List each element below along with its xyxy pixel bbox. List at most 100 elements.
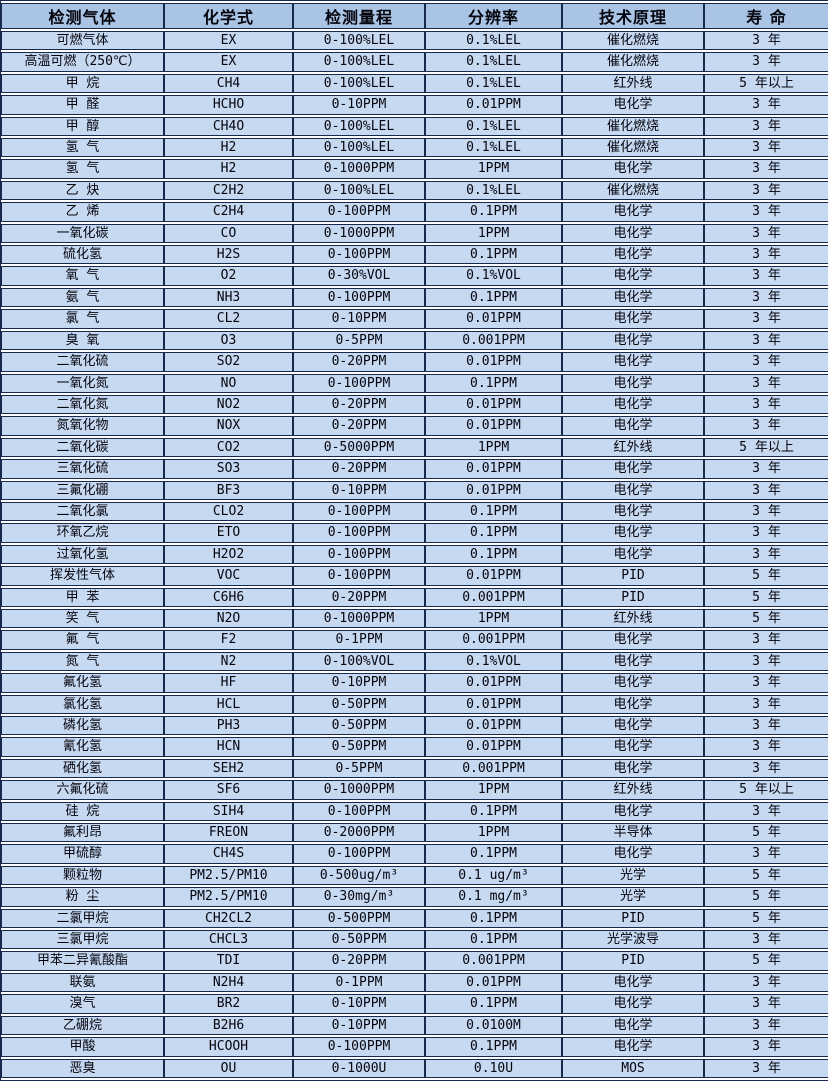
table-row: 甲 烷 CH4 0-100%LEL 0.1%LEL 红外线 5 年以上 [1,73,828,94]
table-row: 氮氧化物 NOX 0-20PPM 0.01PPM 电化学 3 年 [1,416,828,436]
cell-resolution: 0.1PPM [425,994,562,1014]
table-row: 磷化氢 PH3 0-50PPM 0.01PPM 电化学 3 年 [1,716,828,736]
cell-formula: H2 [164,138,293,158]
cell-principle: 红外线 [562,780,704,800]
cell-formula: C6H6 [164,587,293,607]
cell-principle: 光学 [562,887,704,907]
cell-resolution: 0.1%LEL [425,116,562,137]
cell-lifespan: 5 年 [704,951,828,971]
cell-formula: F2 [164,630,293,650]
cell-range: 0-20PPM [293,352,425,372]
cell-formula: SIH4 [164,801,293,822]
cell-lifespan: 3 年 [704,544,828,565]
cell-resolution: 0.01PPM [425,673,562,693]
column-header-principle: 技术原理 [562,3,704,29]
cell-principle: 电化学 [562,673,704,693]
cell-resolution: 0.1%LEL [425,31,562,51]
cell-range: 0-20PPM [293,587,425,607]
table-row: 二氯甲烷 CH2CL2 0-500PPM 0.1PPM PID 5 年 [1,908,828,929]
table-row: 笑 气 N2O 0-1000PPM 1PPM 红外线 5 年 [1,608,828,629]
table-row: 甲 醇 CH4O 0-100%LEL 0.1%LEL 催化燃烧 3 年 [1,116,828,137]
cell-principle: 光学 [562,865,704,886]
cell-principle: 电化学 [562,373,704,393]
cell-formula: CH4S [164,844,293,864]
cell-formula: TDI [164,951,293,971]
cell-lifespan: 5 年 [704,887,828,907]
table-row: 三氯甲烷 CHCL3 0-50PPM 0.1PPM 光学波导 3 年 [1,930,828,950]
cell-gas-name: 三氯甲烷 [1,930,164,950]
cell-formula: PH3 [164,716,293,736]
cell-gas-name: 二氧化硫 [1,352,164,372]
cell-principle: 电化学 [562,309,704,329]
cell-range: 0-500ug/m³ [293,865,425,886]
cell-principle: 催化燃烧 [562,116,704,137]
table-row: 氰化氢 HCN 0-50PPM 0.01PPM 电化学 3 年 [1,737,828,757]
cell-resolution: 0.0100M [425,1015,562,1036]
cell-lifespan: 5 年以上 [704,73,828,94]
cell-lifespan: 3 年 [704,716,828,736]
cell-lifespan: 3 年 [704,651,828,672]
cell-range: 0-500PPM [293,908,425,929]
cell-resolution: 0.1 ug/m³ [425,865,562,886]
cell-range: 0-100%LEL [293,180,425,201]
cell-range: 0-50PPM [293,737,425,757]
cell-principle: 电化学 [562,1037,704,1057]
cell-resolution: 0.01PPM [425,394,562,415]
cell-gas-name: 氮氧化物 [1,416,164,436]
cell-range: 0-20PPM [293,394,425,415]
cell-lifespan: 5 年 [704,587,828,607]
cell-formula: B2H6 [164,1015,293,1036]
cell-formula: N2 [164,651,293,672]
table-row: 氨 气 NH3 0-100PPM 0.1PPM 电化学 3 年 [1,287,828,308]
cell-lifespan: 3 年 [704,116,828,137]
cell-gas-name: 二氧化碳 [1,437,164,458]
cell-lifespan: 3 年 [704,95,828,115]
cell-resolution: 0.1%LEL [425,52,562,72]
table-row: 颗粒物 PM2.5/PM10 0-500ug/m³ 0.1 ug/m³ 光学 5 年 [1,865,828,886]
cell-principle: 电化学 [562,501,704,522]
cell-resolution: 0.01PPM [425,480,562,500]
cell-gas-name: 硒化氢 [1,758,164,779]
cell-resolution: 0.1PPM [425,202,562,222]
cell-lifespan: 5 年以上 [704,780,828,800]
cell-formula: O2 [164,266,293,286]
cell-lifespan: 3 年 [704,330,828,351]
cell-range: 0-5000PPM [293,437,425,458]
table-row: 高温可燃（250℃） EX 0-100%LEL 0.1%LEL 催化燃烧 3 年 [1,52,828,72]
cell-resolution: 1PPM [425,159,562,179]
cell-resolution: 0.1%LEL [425,180,562,201]
cell-resolution: 0.1PPM [425,245,562,265]
cell-gas-name: 过氧化氢 [1,544,164,565]
cell-resolution: 0.1%VOL [425,651,562,672]
cell-formula: O3 [164,330,293,351]
table-row: 甲苯二异氰酸酯 TDI 0-20PPM 0.001PPM PID 5 年 [1,951,828,971]
cell-formula: HF [164,673,293,693]
cell-range: 0-100PPM [293,501,425,522]
cell-principle: 电化学 [562,651,704,672]
cell-lifespan: 3 年 [704,52,828,72]
cell-lifespan: 3 年 [704,1015,828,1036]
cell-principle: 半导体 [562,823,704,843]
column-header-gas: 检测气体 [1,3,164,29]
cell-principle: 电化学 [562,758,704,779]
cell-formula: C2H2 [164,180,293,201]
cell-range: 0-10PPM [293,480,425,500]
cell-lifespan: 3 年 [704,1058,828,1078]
table-row: 硅 烷 SIH4 0-100PPM 0.1PPM 电化学 3 年 [1,801,828,822]
table-row: 二氧化碳 CO2 0-5000PPM 1PPM 红外线 5 年以上 [1,437,828,458]
cell-formula: PM2.5/PM10 [164,887,293,907]
cell-range: 0-100PPM [293,202,425,222]
cell-range: 0-1PPM [293,630,425,650]
cell-resolution: 0.01PPM [425,737,562,757]
cell-principle: 催化燃烧 [562,138,704,158]
cell-principle: 电化学 [562,394,704,415]
table-row: 恶臭 OU 0-1000U 0.10U MOS 3 年 [1,1058,828,1078]
cell-range: 0-30mg/m³ [293,887,425,907]
cell-resolution: 0.1 mg/m³ [425,887,562,907]
cell-gas-name: 二氧化氯 [1,501,164,522]
cell-principle: 红外线 [562,437,704,458]
table-row: 甲 醛 HCHO 0-10PPM 0.01PPM 电化学 3 年 [1,95,828,115]
table-row: 硫化氢 H2S 0-100PPM 0.1PPM 电化学 3 年 [1,245,828,265]
cell-principle: 电化学 [562,694,704,714]
table-row: 氯化氢 HCL 0-50PPM 0.01PPM 电化学 3 年 [1,694,828,714]
